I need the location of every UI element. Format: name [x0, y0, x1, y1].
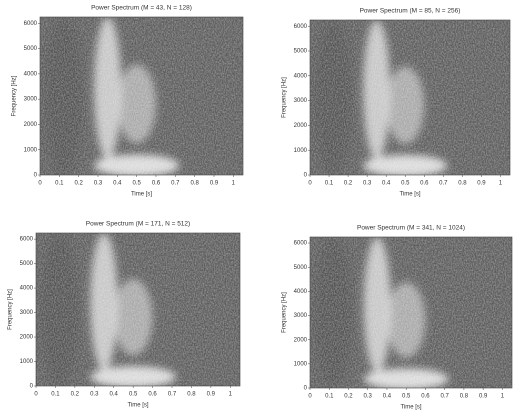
y-tick-label: 1000 [294, 148, 308, 154]
y-tick-label: 6000 [294, 24, 308, 30]
frame [39, 16, 244, 176]
x-tick-label: 0.3 [364, 394, 373, 400]
x-tick-label: 0.4 [113, 181, 122, 187]
x-tick-label: 0.8 [458, 181, 467, 187]
x-axis-label: Time [s] [400, 405, 421, 411]
y-tick-label: 4000 [294, 73, 308, 79]
chart-title: Power Spectrum (M = 85, N = 256) [360, 8, 461, 15]
y-tick-label: 5000 [294, 265, 308, 271]
x-tick-label: 0.1 [325, 394, 334, 400]
x-tick-label: 0.9 [479, 394, 488, 400]
x-tick-label: 0 [308, 181, 312, 187]
y-tick-label: 2000 [294, 337, 308, 343]
y-axis-label: Frequency [Hz] [8, 289, 14, 330]
x-tick-label: 0.5 [402, 394, 411, 400]
x-tick-label: 0.1 [51, 392, 60, 398]
x-tick-label: 0.8 [187, 392, 196, 398]
x-tick-label: 0 [308, 394, 312, 400]
frame [309, 19, 511, 176]
y-tick-label: 6000 [294, 241, 308, 247]
x-axis-label: Time [s] [127, 403, 148, 409]
frame [309, 236, 513, 389]
x-tick-label: 0.4 [110, 392, 119, 398]
noise [36, 233, 240, 386]
y-tick-label: 0 [304, 173, 308, 179]
x-tick-label: 0.1 [325, 181, 334, 187]
x-tick-label: 0.6 [148, 392, 157, 398]
x-tick-label: 1 [501, 394, 505, 400]
x-tick-label: 0.7 [168, 392, 177, 398]
chart-title: Power Spectrum (M = 341, N = 1024) [357, 225, 465, 232]
y-tick-label: 3000 [294, 98, 308, 104]
x-tick-label: 0.5 [129, 392, 138, 398]
spectrogram [310, 237, 512, 388]
spectrogram [40, 17, 243, 175]
y-tick-label: 5000 [24, 46, 38, 52]
y-tick-label: 5000 [294, 49, 308, 55]
x-tick-label: 0.6 [152, 181, 161, 187]
frame [35, 232, 241, 387]
x-axis-label: Time [s] [131, 192, 152, 198]
chart-title: Power Spectrum (M = 43, N = 128) [91, 5, 192, 12]
x-tick-label: 0.1 [55, 181, 64, 187]
x-tick-label: 0.3 [90, 392, 99, 398]
spectrogram [310, 20, 510, 175]
y-tick-label: 5000 [20, 261, 34, 267]
y-tick-label: 3000 [20, 310, 34, 316]
x-tick-label: 0.8 [460, 394, 469, 400]
x-tick-label: 0.7 [171, 181, 180, 187]
x-tick-label: 0.4 [382, 181, 391, 187]
x-tick-label: 0 [34, 392, 38, 398]
x-tick-label: 0.2 [344, 394, 353, 400]
x-tick-label: 0.7 [440, 394, 449, 400]
x-tick-label: 0.2 [71, 392, 80, 398]
x-tick-label: 0.2 [74, 181, 83, 187]
y-tick-label: 0 [34, 173, 38, 179]
x-tick-label: 0.3 [363, 181, 372, 187]
x-tick-label: 1 [229, 392, 233, 398]
x-tick-label: 0.2 [344, 181, 353, 187]
y-tick-label: 3000 [24, 97, 38, 103]
y-tick-label: 4000 [20, 286, 34, 292]
y-tick-label: 4000 [294, 289, 308, 295]
x-tick-label: 0.6 [420, 181, 429, 187]
x-tick-label: 0.4 [383, 394, 392, 400]
y-tick-label: 0 [304, 386, 308, 392]
noise [40, 17, 243, 175]
x-tick-label: 1 [499, 181, 503, 187]
y-tick-label: 2000 [20, 335, 34, 341]
y-axis-label: Frequency [Hz] [282, 292, 288, 333]
x-tick-label: 0.5 [401, 181, 410, 187]
y-tick-label: 6000 [20, 237, 34, 243]
x-axis-label: Time [s] [399, 192, 420, 198]
y-tick-label: 4000 [24, 71, 38, 77]
chart-title: Power Spectrum (M = 171, N = 512) [86, 221, 190, 228]
x-tick-label: 0.8 [190, 181, 199, 187]
x-tick-label: 0.7 [439, 181, 448, 187]
x-tick-label: 0.9 [207, 392, 216, 398]
y-tick-label: 0 [30, 384, 34, 390]
y-axis-label: Frequency [Hz] [282, 77, 288, 118]
y-tick-label: 3000 [294, 313, 308, 319]
y-axis-label: Frequency [Hz] [12, 75, 18, 116]
x-tick-label: 0.9 [477, 181, 486, 187]
y-tick-label: 2000 [294, 123, 308, 129]
x-tick-label: 0.6 [421, 394, 430, 400]
y-tick-label: 1000 [24, 147, 38, 153]
x-tick-label: 1 [232, 181, 236, 187]
y-tick-label: 2000 [24, 122, 38, 128]
x-tick-label: 0.5 [132, 181, 141, 187]
x-tick-label: 0 [38, 181, 42, 187]
x-tick-label: 0.9 [210, 181, 219, 187]
noise [310, 20, 510, 175]
x-tick-label: 0.3 [94, 181, 103, 187]
y-tick-label: 6000 [24, 21, 38, 27]
y-tick-label: 1000 [294, 361, 308, 367]
spectrogram [36, 233, 240, 386]
y-tick-label: 1000 [20, 359, 34, 365]
noise [310, 237, 512, 388]
